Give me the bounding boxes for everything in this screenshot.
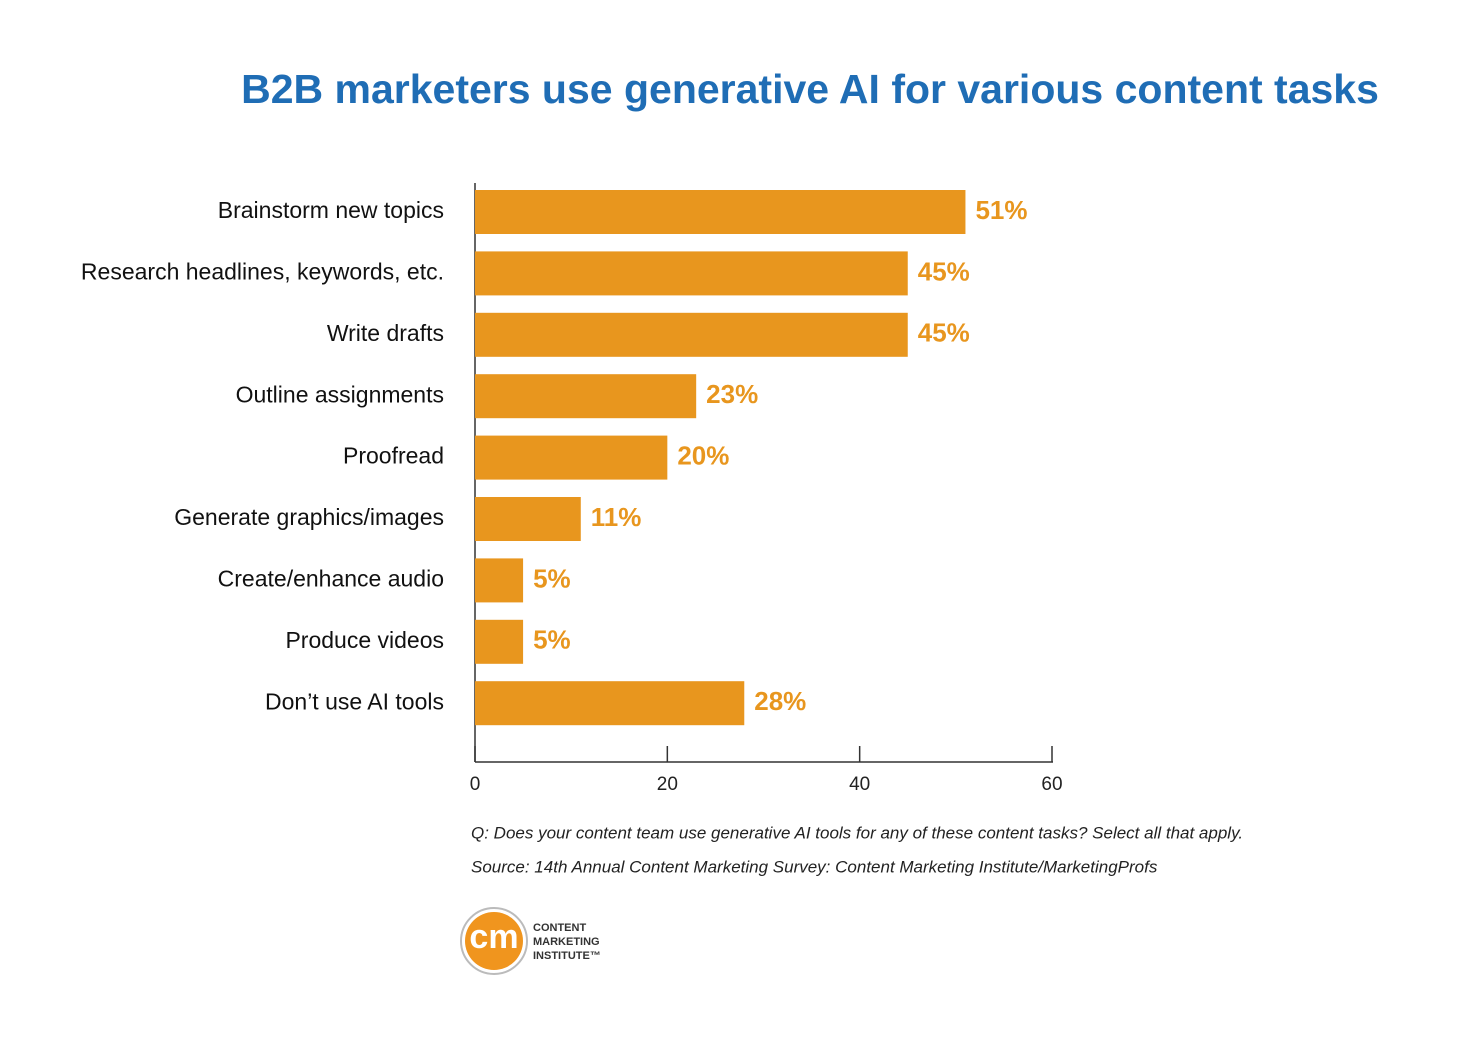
bar [475, 435, 668, 480]
source-note: Source: 14th Annual Content Marketing Su… [471, 857, 1158, 876]
value-label: 5% [533, 625, 571, 655]
bar [475, 681, 745, 726]
category-label: Produce videos [285, 627, 444, 653]
value-label: 5% [533, 563, 571, 593]
category-label: Create/enhance audio [218, 565, 444, 591]
value-label: 11% [591, 502, 642, 532]
bar [475, 374, 697, 419]
category-label: Research headlines, keywords, etc. [81, 258, 444, 284]
bar [475, 312, 908, 357]
value-label: 45% [918, 318, 970, 348]
value-label: 45% [918, 256, 970, 286]
logo-text: INSTITUTE™ [533, 950, 601, 962]
bar [475, 190, 966, 234]
question-note: Q: Does your content team use generative… [471, 823, 1243, 842]
bar [475, 619, 524, 664]
category-label: Don’t use AI tools [265, 688, 444, 714]
logo-text: CONTENT [533, 922, 586, 934]
chart-title: B2B marketers use generative AI for vari… [241, 66, 1379, 112]
value-label: 23% [706, 379, 758, 409]
category-label: Brainstorm new topics [218, 197, 444, 223]
value-label: 28% [754, 686, 806, 716]
bar [475, 251, 908, 296]
logo-circle [465, 912, 523, 970]
x-tick-label: 40 [849, 774, 870, 795]
x-tick-label: 60 [1041, 774, 1062, 795]
value-label: 51% [975, 195, 1027, 225]
x-tick-label: 20 [657, 774, 678, 795]
category-label: Write drafts [327, 320, 444, 346]
x-tick-label: 0 [470, 774, 481, 795]
value-label: 20% [677, 440, 729, 470]
category-label: Generate graphics/images [174, 504, 444, 530]
category-label: Outline assignments [236, 381, 444, 407]
logo-text: MARKETING [533, 936, 600, 948]
bar [475, 558, 524, 603]
logo-mark: cm [469, 918, 518, 956]
category-label: Proofread [343, 443, 444, 469]
bar [475, 497, 581, 541]
